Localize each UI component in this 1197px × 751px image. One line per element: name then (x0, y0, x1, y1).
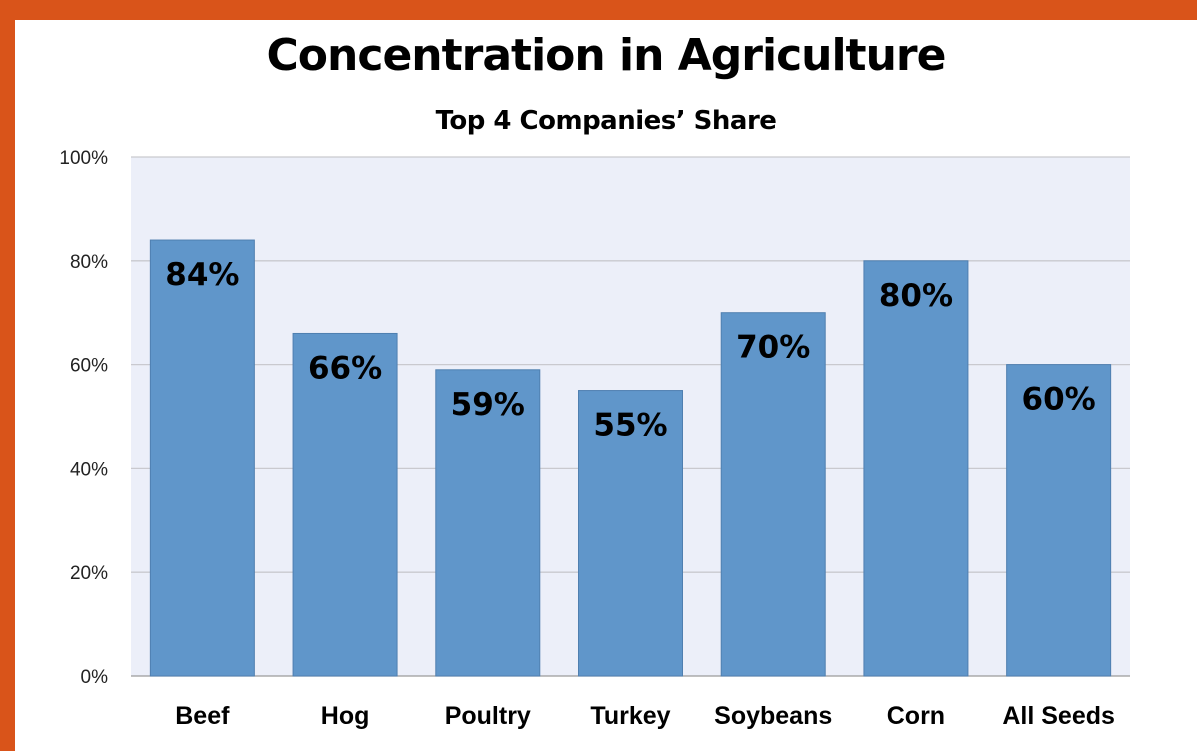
x-tick-label: Corn (887, 702, 945, 730)
x-axis-ticks: Beef Hog Poultry Turkey Soybeans Corn All Seed… (175, 702, 1115, 730)
x-tick-label: Hog (321, 702, 370, 730)
y-tick-label: 20% (70, 563, 108, 584)
y-tick-label: 40% (70, 459, 108, 480)
y-tick-label: 0% (81, 667, 109, 688)
x-tick-label: Soybeans (714, 702, 832, 730)
data-label: 59% (451, 387, 525, 423)
data-label: 84% (165, 257, 239, 293)
y-tick-label: 60% (70, 356, 108, 377)
x-tick-label: Beef (175, 702, 230, 730)
data-label: 55% (593, 408, 667, 444)
y-axis-ticks: 0% 20% 40% 60% 80% 100% (59, 148, 108, 688)
data-label: 60% (1022, 382, 1096, 418)
bar-soybeans (721, 313, 825, 676)
data-label: 70% (736, 330, 810, 366)
bar-beef (150, 240, 254, 676)
data-label: 66% (308, 350, 382, 386)
x-tick-label: Poultry (445, 702, 531, 730)
x-tick-label: All Seeds (1002, 702, 1115, 730)
x-tick-label: Turkey (590, 702, 670, 730)
y-tick-label: 80% (70, 252, 108, 273)
bar-corn (864, 261, 968, 676)
data-label: 80% (879, 278, 953, 314)
y-tick-label: 100% (59, 148, 108, 169)
